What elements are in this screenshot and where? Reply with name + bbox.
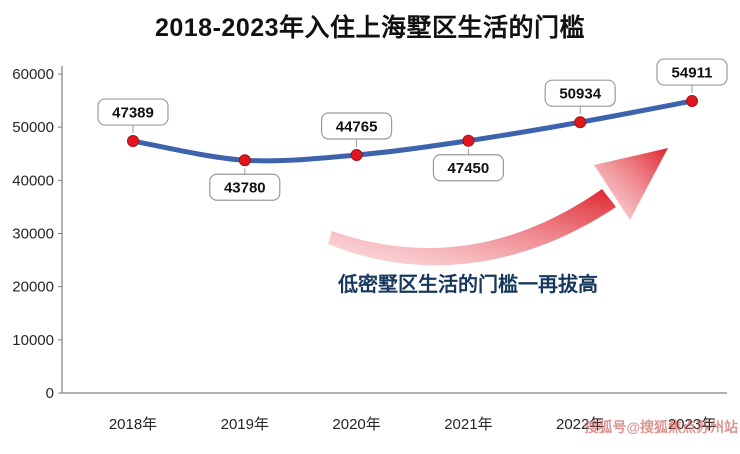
value-label: 47389 xyxy=(112,105,154,122)
trend-arrow-head xyxy=(594,148,668,220)
data-point-marker xyxy=(350,148,363,161)
x-axis-label: 2021年 xyxy=(444,416,492,433)
y-axis-label: 50000 xyxy=(12,119,54,136)
trend-arrow-body xyxy=(328,189,616,266)
value-label: 50934 xyxy=(559,86,601,103)
watermark-text: 搜狐号@搜狐焦点苏州站 xyxy=(584,419,738,435)
x-axis-label: 2020年 xyxy=(332,416,380,433)
value-label: 44765 xyxy=(336,118,378,135)
x-axis-label: 2022年 xyxy=(556,416,604,433)
trend-arrow-icon xyxy=(328,148,668,266)
data-series xyxy=(127,95,698,167)
data-point-marker xyxy=(686,95,698,108)
value-label-box xyxy=(97,98,169,126)
y-axis-label: 60000 xyxy=(12,66,54,83)
y-axis-label: 0 xyxy=(46,385,54,402)
data-point-marker xyxy=(462,134,475,147)
value-label: 47450 xyxy=(448,160,490,177)
annotation-text: 低密墅区生活的门槛一再拔高 xyxy=(338,274,598,296)
y-axis-label: 40000 xyxy=(12,172,54,189)
data-point-marker xyxy=(574,116,587,129)
value-label: 43780 xyxy=(224,180,266,197)
y-axis-label: 30000 xyxy=(12,226,54,243)
chart-title: 2018-2023年入住上海墅区生活的门槛 xyxy=(154,14,586,42)
y-axis-label: 20000 xyxy=(12,279,54,296)
value-label-box xyxy=(321,112,393,140)
x-axis-label: 2018年 xyxy=(109,416,157,433)
data-labels: 47389 43780 44765 47450 50934 54911 xyxy=(97,58,728,201)
value-label-box xyxy=(544,79,616,107)
axes: 0 10000 20000 30000 40000 50000 60000 2018年 2019… xyxy=(12,66,727,433)
x-axis-label: 2019年 xyxy=(221,416,269,433)
data-point-marker xyxy=(238,154,251,167)
value-label-box xyxy=(656,58,728,86)
value-label: 54911 xyxy=(672,65,713,82)
series-line xyxy=(130,98,695,164)
value-label-box xyxy=(209,173,281,201)
value-label-box xyxy=(432,154,504,182)
data-point-marker xyxy=(127,135,139,148)
x-axis-label: 2023年 xyxy=(668,416,716,433)
y-axis-label: 10000 xyxy=(12,332,54,349)
